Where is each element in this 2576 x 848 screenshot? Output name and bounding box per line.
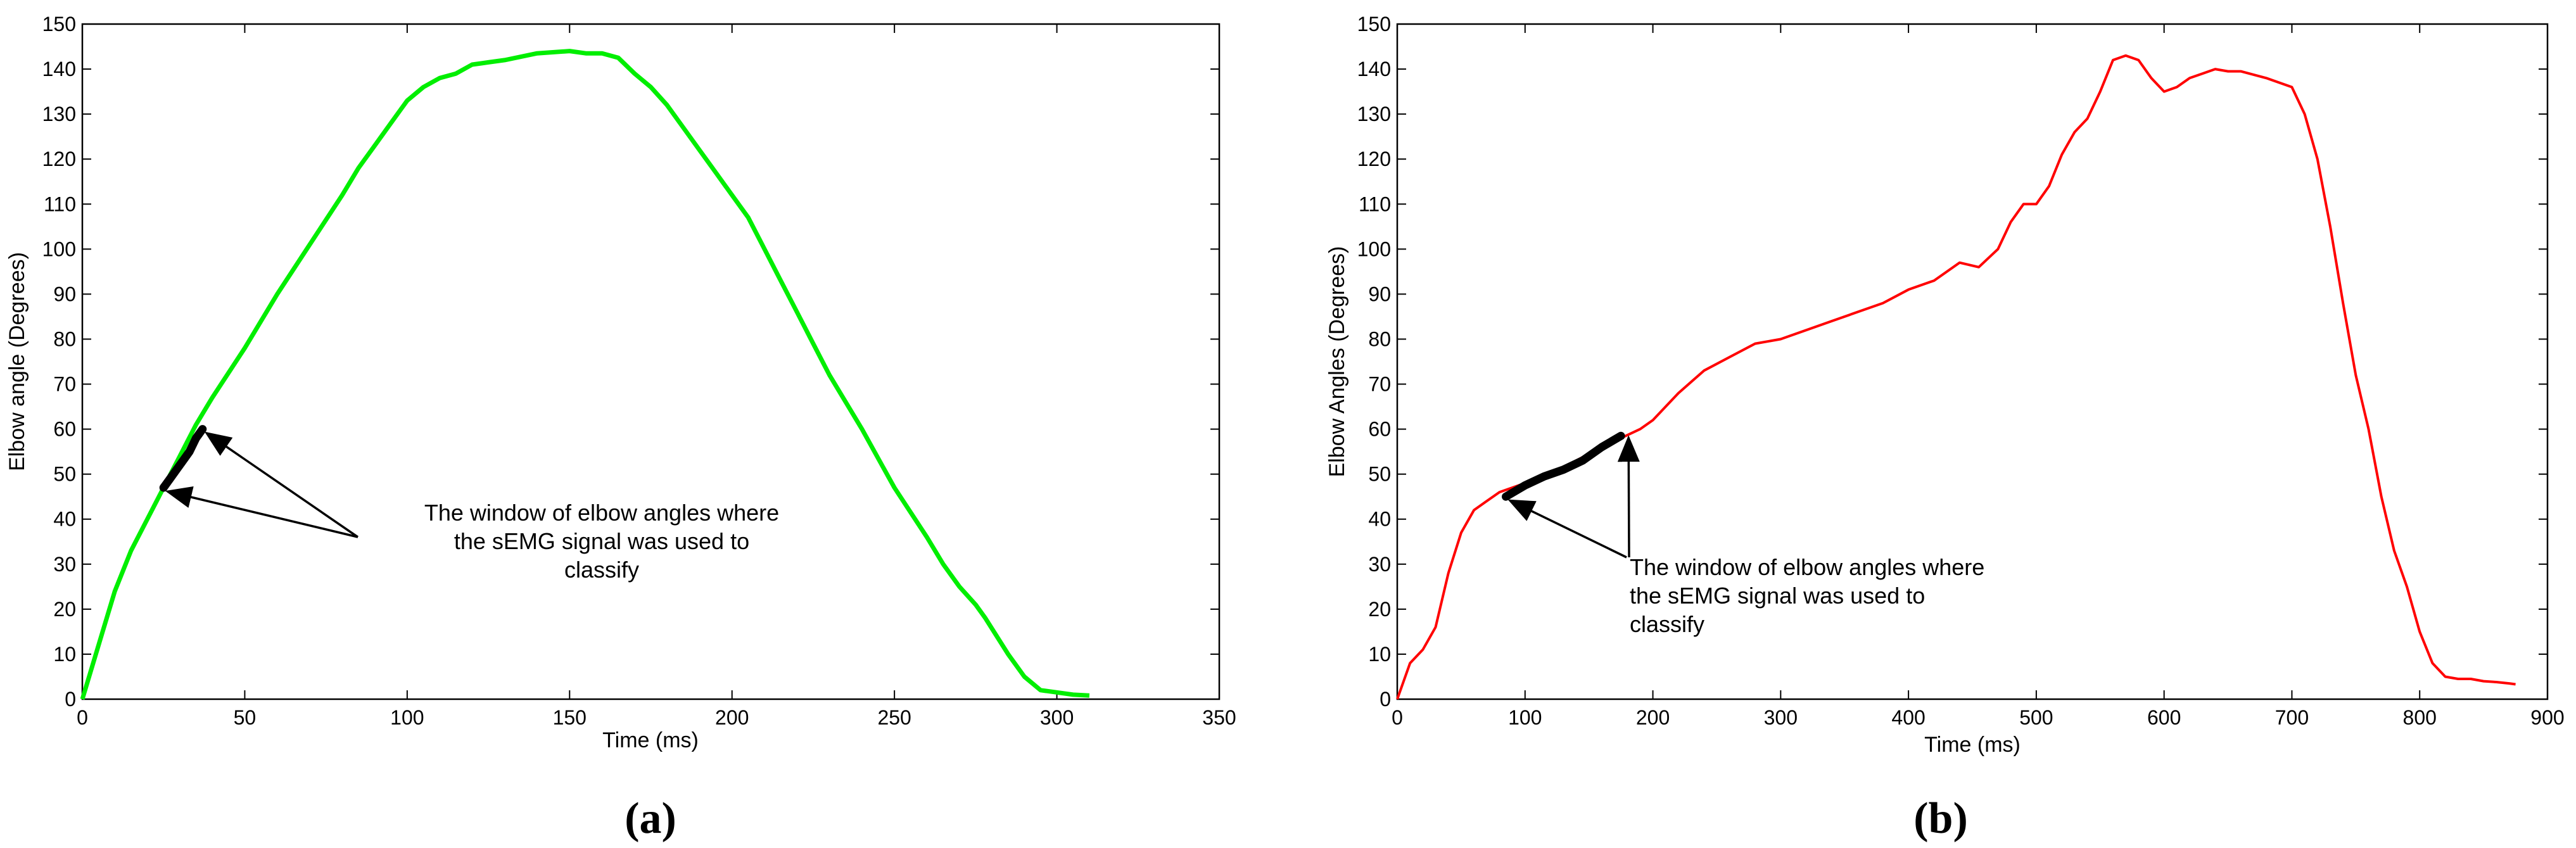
annotation-arrow-b-1: [1507, 499, 1627, 559]
y-tick-label: 0: [65, 688, 76, 711]
y-tick-label: 10: [1368, 643, 1391, 666]
annotation-text-a-line-2: the sEMG signal was used to: [454, 528, 749, 554]
x-tick-label: 300: [1040, 706, 1074, 729]
y-tick-label: 70: [1368, 373, 1391, 396]
chart-panel-b: 0 100 200 300 400 500 600 700 800 900 0 10 20 30 40 50…: [1325, 13, 2565, 843]
x-tick-label: 200: [715, 706, 749, 729]
x-axis-label-a: Time (ms): [602, 728, 699, 752]
x-tick-label: 0: [77, 706, 88, 729]
y-tick-label: 80: [53, 327, 76, 350]
x-tick-label: 200: [1636, 706, 1670, 729]
y-tick-label: 90: [1368, 282, 1391, 305]
y-tick-label: 130: [1357, 103, 1391, 125]
y-tick-label: 110: [1359, 193, 1391, 215]
annotation-a: The window of elbow angles where the sEM…: [165, 431, 779, 583]
y-tick-label: 140: [1357, 58, 1391, 80]
y-tick-label: 120: [42, 148, 76, 170]
x-tick-label: 250: [877, 706, 911, 729]
y-tick-label: 100: [42, 237, 76, 260]
panel-label-b: (b): [1913, 794, 1968, 843]
y-tick-label: 150: [1357, 13, 1391, 35]
x-tick-label: 150: [553, 706, 587, 729]
annotation-arrow-b-2: [1617, 435, 1640, 558]
panel-label-a: (a): [625, 794, 676, 843]
y-tick-label: 30: [1368, 553, 1391, 576]
y-tick-label: 20: [53, 598, 76, 621]
x-axis-label-b: Time (ms): [1924, 733, 2021, 757]
y-tick-label: 150: [42, 13, 76, 35]
x-axis-ticks-a: 0 50 100 150 200 250 300 350: [77, 24, 1236, 729]
annotation-arrow-a-1: [204, 431, 358, 538]
x-tick-label: 350: [1202, 706, 1236, 729]
y-axis-ticks-b: 0 10 20 30 40 50 60 70 80 90 100 110 120 130 140 150: [1357, 13, 2547, 711]
y-tick-label: 20: [1368, 598, 1391, 621]
y-tick-label: 140: [42, 58, 76, 80]
x-tick-label: 50: [234, 706, 257, 729]
y-tick-label: 30: [53, 553, 76, 576]
y-tick-label: 0: [1380, 688, 1391, 711]
annotation-b: The window of elbow angles where the sEM…: [1507, 435, 1984, 637]
x-tick-label: 500: [2019, 706, 2053, 729]
annotation-text-b-line-2: the sEMG signal was used to: [1630, 583, 1925, 609]
y-tick-label: 80: [1368, 327, 1391, 350]
elbow-angle-line-a: [80, 49, 1090, 700]
x-tick-label: 100: [390, 706, 424, 729]
y-tick-label: 100: [1357, 237, 1391, 260]
y-tick-label: 60: [53, 418, 76, 441]
y-tick-label: 10: [53, 643, 76, 666]
x-tick-label: 800: [2403, 706, 2437, 729]
plot-area-b: [1396, 23, 2549, 700]
y-tick-label: 110: [44, 193, 76, 215]
x-axis-ticks-b: 0 100 200 300 400 500 600 700 800 900: [1392, 24, 2565, 729]
x-tick-label: 100: [1508, 706, 1542, 729]
annotation-text-b-line-3: classify: [1630, 611, 1704, 637]
x-tick-label: 900: [2530, 706, 2564, 729]
y-tick-label: 130: [42, 103, 76, 125]
y-tick-label: 40: [1368, 508, 1391, 531]
x-tick-label: 0: [1392, 706, 1403, 729]
chart-panel-a: 0 50 100 150 200 250 300 350 0 10 20 30 40 50 60 70 80 9…: [5, 13, 1236, 843]
y-tick-label: 50: [1368, 463, 1391, 486]
y-tick-label: 120: [1357, 148, 1391, 170]
highlight-window-a: [159, 425, 207, 492]
y-axis-ticks-a: 0 10 20 30 40 50 60 70 80 90 100 110 120 130 140 150: [42, 13, 1219, 711]
annotation-text-a-line-1: The window of elbow angles where: [424, 500, 779, 526]
annotation-arrow-a-2: [165, 486, 358, 538]
y-tick-label: 60: [1368, 418, 1391, 441]
x-tick-label: 700: [2275, 706, 2309, 729]
y-axis-label-b: Elbow Angles (Degrees): [1325, 246, 1349, 478]
x-tick-label: 400: [1891, 706, 1925, 729]
y-tick-label: 70: [53, 373, 76, 396]
plot-area-a: [81, 23, 1221, 700]
annotation-text-b-line-1: The window of elbow angles where: [1630, 554, 1984, 580]
y-axis-label-a: Elbow angle (Degrees): [5, 252, 29, 471]
highlight-window-b: [1502, 431, 1625, 501]
y-tick-label: 50: [53, 463, 76, 486]
y-tick-label: 40: [53, 508, 76, 531]
y-tick-label: 90: [53, 282, 76, 305]
x-tick-label: 300: [1764, 706, 1798, 729]
annotation-text-a-line-3: classify: [564, 557, 639, 583]
x-tick-label: 600: [2147, 706, 2181, 729]
